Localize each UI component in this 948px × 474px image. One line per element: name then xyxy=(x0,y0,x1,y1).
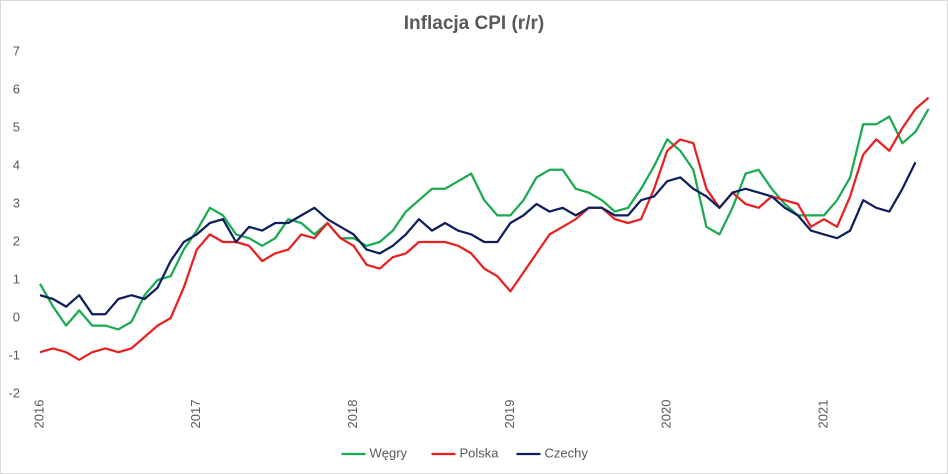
y-tick-label: -2 xyxy=(8,385,20,400)
legend-label: Węgry xyxy=(370,445,408,460)
chart-title: Inflacja CPI (r/r) xyxy=(404,13,544,34)
x-tick-label: 2016 xyxy=(31,400,46,429)
y-tick-label: -1 xyxy=(8,347,20,362)
x-tick-label: 2021 xyxy=(815,400,830,429)
y-tick-label: 6 xyxy=(13,81,20,96)
x-tick-label: 2017 xyxy=(188,400,203,429)
series-line xyxy=(39,96,930,361)
y-tick-label: 0 xyxy=(13,309,20,324)
x-tick-label: 2019 xyxy=(502,400,517,429)
x-tick-label: 2020 xyxy=(659,400,674,429)
series-line xyxy=(39,161,917,316)
y-tick-label: 2 xyxy=(13,233,20,248)
legend-label: Polska xyxy=(460,445,500,460)
y-tick-label: 1 xyxy=(13,271,20,286)
legend-label: Czechy xyxy=(545,445,589,460)
x-tick-label: 2018 xyxy=(345,400,360,429)
y-tick-label: 7 xyxy=(13,43,20,58)
y-tick-label: 5 xyxy=(13,119,20,134)
y-tick-label: 4 xyxy=(13,157,20,172)
y-tick-label: 3 xyxy=(13,195,20,210)
